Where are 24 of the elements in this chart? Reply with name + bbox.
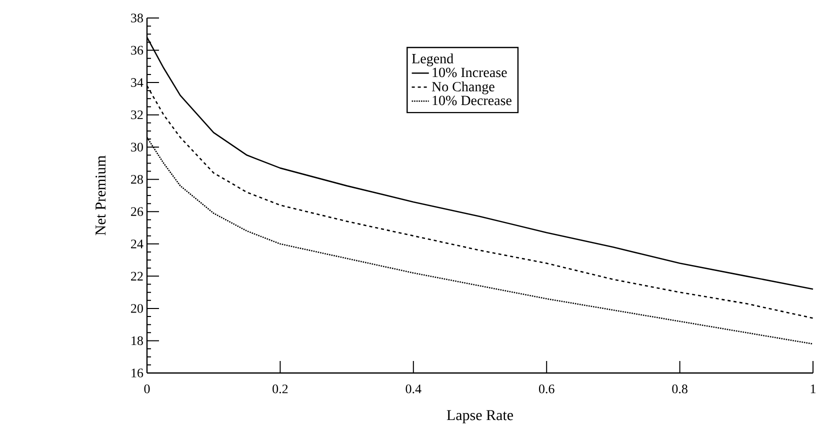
y-tick-label: 32 — [131, 110, 143, 120]
legend-label: 10% Increase — [432, 68, 507, 78]
y-tick-label: 36 — [131, 46, 144, 55]
x-tick-label: 0 — [144, 384, 150, 394]
x-tick-label: 0.8 — [672, 384, 688, 394]
x-tick-label: 0.2 — [272, 384, 288, 394]
x-tick-label: 1 — [810, 384, 816, 394]
legend-label: No Change — [432, 82, 494, 94]
y-tick-label: 26 — [131, 207, 144, 216]
x-tick-label: 0.6 — [538, 384, 554, 394]
y-tick-label: 28 — [131, 174, 143, 184]
y-tick-label: 30 — [131, 142, 143, 152]
x-axis-title: Lapse Rate — [446, 410, 514, 424]
y-axis-title: Net Premium — [96, 156, 106, 236]
y-tick-label: 16 — [132, 368, 144, 378]
legend-label: 10% Decrease — [432, 96, 512, 106]
y-tick-label: 24 — [131, 240, 144, 248]
y-tick-label: 18 — [132, 336, 143, 346]
y-tick-label: 38 — [131, 14, 143, 22]
y-tick-label: 34 — [131, 78, 144, 87]
legend-title: Legend — [412, 54, 454, 66]
y-tick-label: 20 — [131, 304, 143, 313]
y-tick-label: 22 — [131, 272, 143, 280]
x-tick-label: 0.4 — [406, 384, 422, 394]
